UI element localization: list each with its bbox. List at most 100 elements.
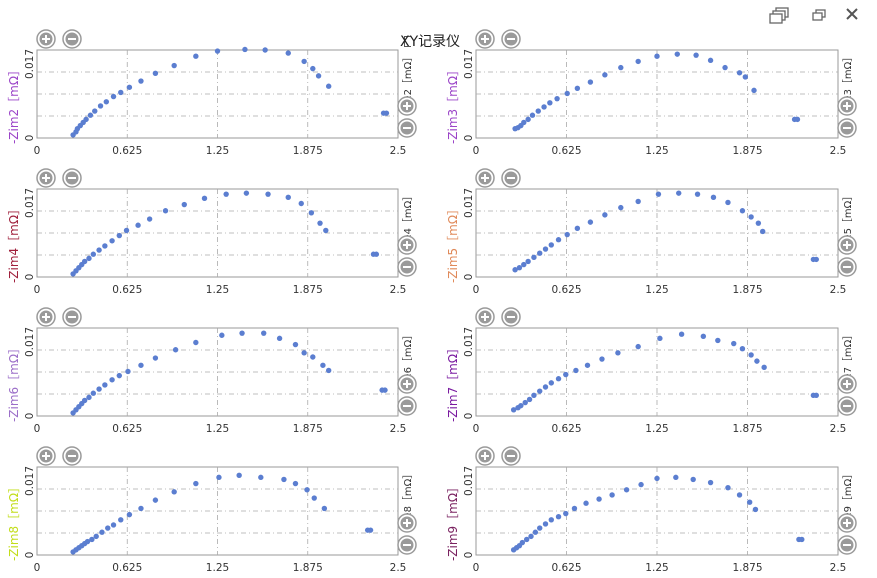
data-point <box>109 238 115 244</box>
data-point <box>555 237 562 243</box>
restore-icon[interactable] <box>808 6 830 24</box>
data-point <box>519 539 526 546</box>
zoom-out-x-icon[interactable] <box>837 257 857 277</box>
zoom-in-x-icon[interactable] <box>837 513 857 533</box>
zoom-in-x-icon[interactable] <box>837 96 857 116</box>
zoom-in-x-icon[interactable] <box>397 374 417 394</box>
zoom-in-x-icon[interactable] <box>837 374 857 394</box>
x-tick-label: 2.5 <box>390 145 407 157</box>
x-tick-label: 0.625 <box>551 423 581 435</box>
zoom-out-y-icon[interactable] <box>501 29 521 49</box>
zoom-out-x-icon[interactable] <box>837 535 857 555</box>
zoom-out-x-icon[interactable] <box>397 535 417 555</box>
zoom-out-x-icon[interactable] <box>397 257 417 277</box>
close-icon[interactable] <box>842 6 864 24</box>
zoom-out-x-icon[interactable] <box>837 396 857 416</box>
x-tick-label: 1.25 <box>645 562 668 574</box>
data-point <box>690 476 696 483</box>
zoom-in-y-icon[interactable] <box>36 307 56 327</box>
data-point <box>754 358 760 364</box>
data-point <box>596 496 602 502</box>
zoom-in-x-icon[interactable] <box>397 513 417 533</box>
data-point <box>146 216 153 222</box>
data-point <box>715 337 721 344</box>
data-point <box>531 392 537 398</box>
zoom-in-y-icon[interactable] <box>475 168 495 188</box>
data-point <box>654 475 660 482</box>
data-point <box>181 201 187 208</box>
x-tick-label: 0.625 <box>551 284 581 296</box>
data-point <box>382 387 388 393</box>
data-point <box>760 228 766 235</box>
data-point <box>152 70 159 76</box>
data-point <box>525 116 531 123</box>
data-point <box>587 79 594 85</box>
chart-5: 0 0.625 1.25 1.875 2.500.017-Zim5［mΩ］ Zre5［mΩ… <box>446 168 857 296</box>
data-point <box>276 335 283 342</box>
zoom-out-y-icon[interactable] <box>501 168 521 188</box>
data-point <box>526 396 533 403</box>
zoom-in-x-icon[interactable] <box>837 235 857 255</box>
x-tick-label: 0 <box>34 284 41 296</box>
data-point <box>635 343 641 350</box>
data-point <box>152 355 159 361</box>
zoom-in-y-icon[interactable] <box>475 307 495 327</box>
data-point <box>135 222 141 228</box>
y-axis-label: -Zim5［mΩ］ <box>446 203 460 283</box>
zoom-out-y-icon[interactable] <box>62 307 82 327</box>
x-tick-label: 1.875 <box>732 284 762 296</box>
data-point <box>262 47 268 53</box>
zoom-in-y-icon[interactable] <box>475 29 495 49</box>
data-point <box>674 51 680 57</box>
zoom-out-x-icon[interactable] <box>837 118 857 138</box>
y-tick-label: 0 <box>463 552 475 559</box>
data-point <box>172 347 179 353</box>
data-point <box>532 529 539 535</box>
data-point <box>742 74 749 80</box>
zoom-out-x-icon[interactable] <box>397 118 417 138</box>
data-point <box>574 225 581 232</box>
data-point <box>799 536 805 543</box>
zoom-in-y-icon[interactable] <box>475 446 495 466</box>
data-point <box>285 50 291 56</box>
data-point <box>657 335 663 342</box>
data-point <box>116 372 123 379</box>
data-point <box>321 505 328 512</box>
zoom-out-x-icon[interactable] <box>397 396 417 416</box>
data-point <box>110 522 117 528</box>
data-point <box>755 220 762 226</box>
zoom-in-y-icon[interactable] <box>36 168 56 188</box>
zoom-out-y-icon[interactable] <box>501 446 521 466</box>
zoom-in-x-icon[interactable] <box>397 96 417 116</box>
data-point <box>109 377 115 383</box>
x-tick-label: 0.625 <box>112 562 142 574</box>
data-point <box>103 99 110 105</box>
y-tick-label: 0.017 <box>463 466 475 496</box>
zoom-in-x-icon[interactable] <box>397 235 417 255</box>
zoom-out-y-icon[interactable] <box>62 168 82 188</box>
zoom-out-y-icon[interactable] <box>501 307 521 327</box>
data-point <box>86 255 92 262</box>
data-point <box>261 330 267 336</box>
data-point <box>673 474 679 481</box>
zoom-out-y-icon[interactable] <box>62 29 82 49</box>
data-point <box>242 46 248 53</box>
data-point <box>281 476 287 483</box>
data-point <box>564 90 570 97</box>
zoom-in-y-icon[interactable] <box>36 446 56 466</box>
data-point <box>236 472 242 478</box>
x-tick-label: 2.5 <box>830 562 847 574</box>
data-point <box>265 191 271 197</box>
x-tick-label: 1.875 <box>293 423 323 435</box>
restore-windows-icon[interactable] <box>769 6 791 24</box>
zoom-out-y-icon[interactable] <box>62 446 82 466</box>
x-tick-label: 1.875 <box>293 145 323 157</box>
data-point <box>223 191 229 197</box>
chart-9: 0 0.625 1.25 1.875 2.500.017-Zim9［mΩ］ Zre9［mΩ… <box>446 446 857 574</box>
chart-2: 0 0.625 1.25 1.875 2.500.017-Zim2［mΩ］ Zre2［mΩ… <box>7 29 417 157</box>
data-point <box>301 58 307 65</box>
data-point <box>752 506 759 513</box>
x-tick-label: 0 <box>34 145 41 157</box>
zoom-in-y-icon[interactable] <box>36 29 56 49</box>
x-tick-label: 0.625 <box>551 145 581 157</box>
